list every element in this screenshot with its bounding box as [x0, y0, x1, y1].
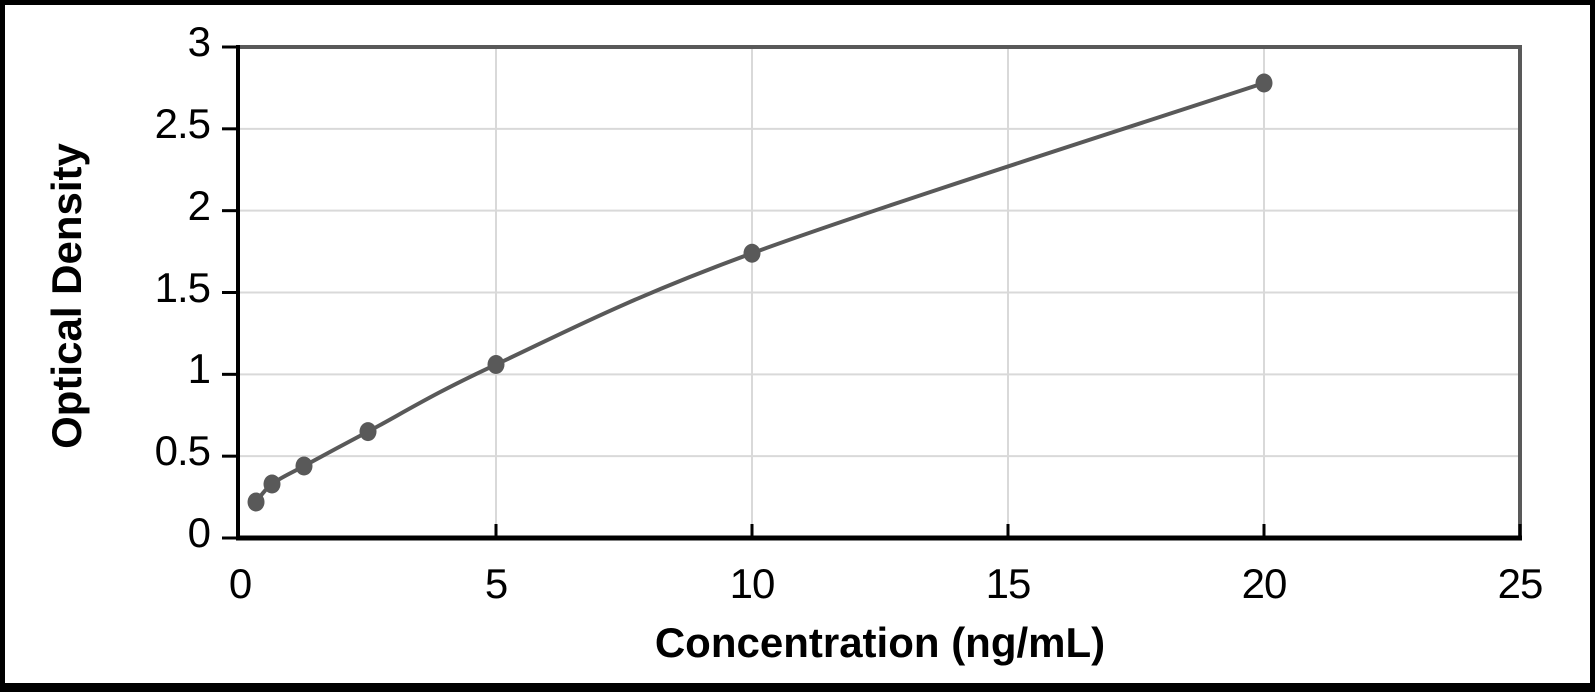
- x-axis-title: Concentration (ng/mL): [654, 619, 1106, 666]
- y-tick-label: 0.5: [154, 427, 211, 475]
- y-tick-label: 1: [187, 345, 211, 393]
- data-point-marker: [359, 422, 377, 442]
- x-tick-label: 15: [985, 560, 1032, 607]
- data-point-marker: [487, 355, 505, 375]
- y-tick-label: 2.5: [154, 99, 211, 147]
- x-tick-label: 25: [1497, 560, 1544, 607]
- data-point-marker: [743, 243, 761, 263]
- chart-canvas: [222, 45, 1522, 541]
- y-tick-label: 3: [187, 18, 211, 65]
- data-point-marker: [1255, 73, 1273, 93]
- data-point-marker: [263, 474, 281, 494]
- x-tick-label: 10: [729, 560, 776, 607]
- x-tick-label: 5: [484, 560, 508, 607]
- y-tick-label: 0: [187, 509, 211, 556]
- data-point-marker: [247, 492, 265, 512]
- data-point-marker: [295, 456, 313, 476]
- y-tick-label: 2: [187, 181, 211, 229]
- y-tick-label: 1.5: [154, 263, 211, 311]
- x-tick-label: 0: [228, 560, 252, 607]
- x-tick-label: 20: [1241, 560, 1288, 607]
